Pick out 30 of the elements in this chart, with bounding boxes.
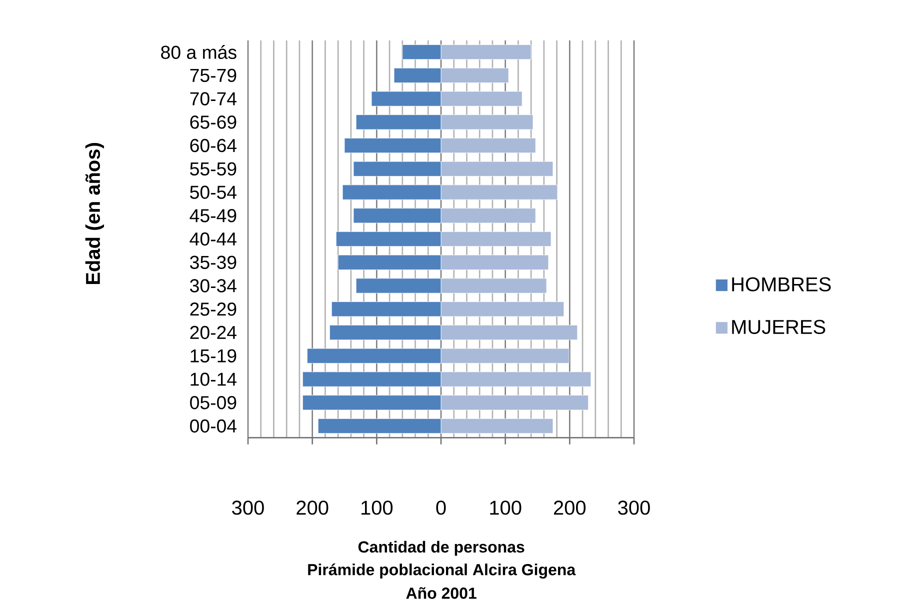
y-tick-label: 55-59	[190, 162, 236, 176]
y-tick-label: 60-64	[190, 138, 237, 152]
x-tick-label: 300	[232, 500, 264, 515]
y-axis-title: Edad (en años)	[85, 142, 104, 284]
x-tick-label: 100	[490, 500, 522, 515]
x-tick-label: 200	[554, 500, 586, 515]
y-tick-label: 65-69	[190, 115, 236, 129]
x-tick-label: 100	[362, 500, 393, 515]
y-tick-label: 35-39	[190, 256, 236, 269]
x-tick-label: 0	[436, 500, 446, 515]
y-tick-label: 75-79	[190, 68, 236, 82]
y-tick-label: 20-24	[190, 326, 237, 339]
y-tick-label: 40-44	[190, 232, 237, 246]
y-tick-label: 05-09	[190, 396, 236, 410]
text: Año 2001	[406, 587, 476, 599]
legend-label: MUJERES	[732, 320, 826, 334]
legend-label: HOMBRES	[732, 277, 831, 292]
x-axis-title: Cantidad de personas	[358, 540, 524, 556]
y-tick-label: 70-74	[190, 92, 237, 106]
y-tick-label: 50-54	[190, 186, 237, 199]
y-tick-label: 30-34	[190, 278, 237, 292]
x-tick-label: 300	[618, 500, 650, 515]
y-tick-label: 10-14	[190, 372, 237, 386]
x-tick-label: 200	[296, 500, 328, 515]
y-tick-label: 45-49	[190, 208, 236, 222]
text: Pirámide poblacional Alcira Gigena	[308, 563, 576, 578]
y-tick-label: 15-19	[190, 349, 236, 362]
y-tick-label: 25-29	[190, 302, 236, 316]
y-tick-label: 00-04	[190, 419, 237, 432]
y-tick-label: 80 a más	[161, 44, 236, 59]
